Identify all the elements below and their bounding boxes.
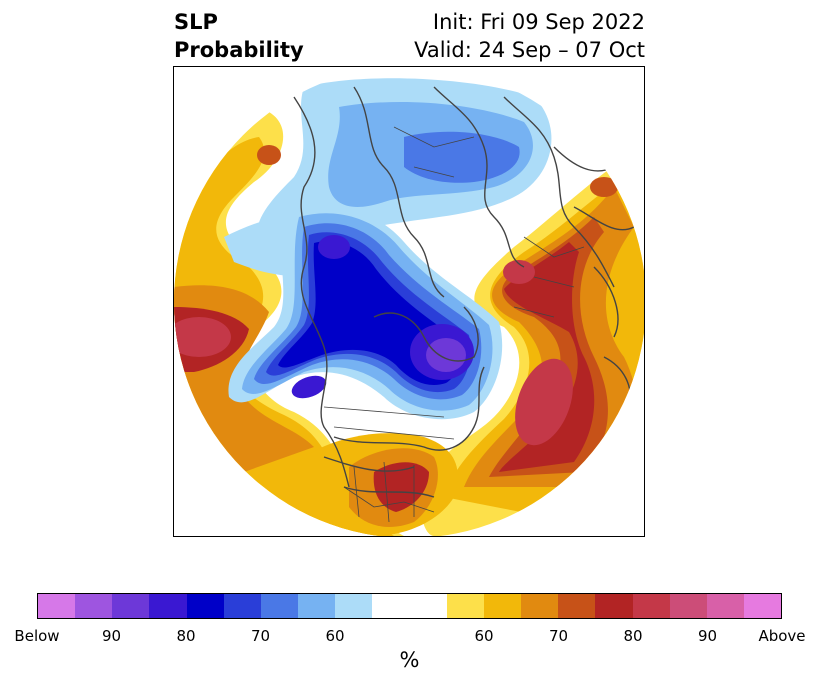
colorbar-segment-6	[260, 594, 299, 618]
colorbar-units-label: %	[399, 648, 420, 672]
colorbar-segment-18	[706, 594, 744, 618]
colorbar-tick-label: 90	[101, 627, 122, 645]
aleutian-small-red	[257, 145, 281, 165]
below-normal-regions	[224, 78, 552, 420]
title-variable: SLP	[174, 10, 218, 34]
colorbar-segment-15	[595, 594, 633, 618]
probability-colorbar	[37, 593, 782, 619]
colorbar-tick-label: Below	[14, 627, 60, 645]
colorbar-segment-2	[112, 594, 150, 618]
alaska-core-indigo	[318, 235, 350, 259]
coastlines	[293, 86, 635, 498]
colorbar-segment-12	[483, 594, 522, 618]
colorbar-tick-label: 90	[697, 627, 718, 645]
chart-title-right: Init: Fri 09 Sep 2022 Valid: 24 Sep – 07…	[414, 8, 645, 64]
colorbar-segment-0	[38, 594, 76, 618]
country-borders	[323, 126, 585, 523]
colorbar-tick-label: 60	[474, 627, 494, 645]
colorbar-segment-16	[632, 594, 670, 618]
colorbar-ticks: Below 90 80 70 60 60 70 80 90 Above	[14, 627, 805, 647]
colorbar-tick-label: 60	[325, 627, 345, 645]
hudson-core-violet	[426, 338, 466, 372]
colorbar-tick-label: 80	[623, 627, 643, 645]
pacific-core-pink	[174, 317, 231, 357]
colorbar-tick-label: 80	[176, 627, 196, 645]
title-metric: Probability	[174, 38, 304, 62]
colorbar-segment-4	[186, 594, 224, 618]
colorbar-segment-10	[409, 594, 447, 618]
colorbar-segment-14	[558, 594, 596, 618]
polar-probability-map	[174, 67, 644, 536]
colorbar-segment-7	[298, 594, 336, 618]
chart-title-left: SLP Probability	[174, 8, 304, 64]
valid-range: Valid: 24 Sep – 07 Oct	[414, 38, 645, 62]
colorbar-segment-19	[743, 594, 782, 618]
atlantic-core-pink	[515, 358, 573, 446]
colorbar-segment-1	[75, 594, 113, 618]
atlantic-core-red	[499, 242, 595, 472]
pacific-low-indigo	[291, 375, 327, 399]
colorbar-segment-17	[669, 594, 707, 618]
colorbar-tick-label: 70	[548, 627, 569, 645]
colorbar-segment-9	[372, 594, 410, 618]
asia-corner-red	[590, 177, 618, 197]
colorbar-segment-11	[446, 594, 484, 618]
colorbar-segment-5	[223, 594, 261, 618]
colorbar-tick-label: Above	[758, 627, 806, 645]
europe-core-pink	[503, 260, 535, 284]
colorbar-segment-3	[149, 594, 187, 618]
colorbar-segment-8	[335, 594, 373, 618]
colorbar-tick-label: 70	[250, 627, 271, 645]
arctic-mid-blue	[404, 131, 520, 183]
colorbar-segment-13	[521, 594, 559, 618]
init-date: Init: Fri 09 Sep 2022	[432, 10, 645, 34]
map-panel	[173, 66, 645, 537]
